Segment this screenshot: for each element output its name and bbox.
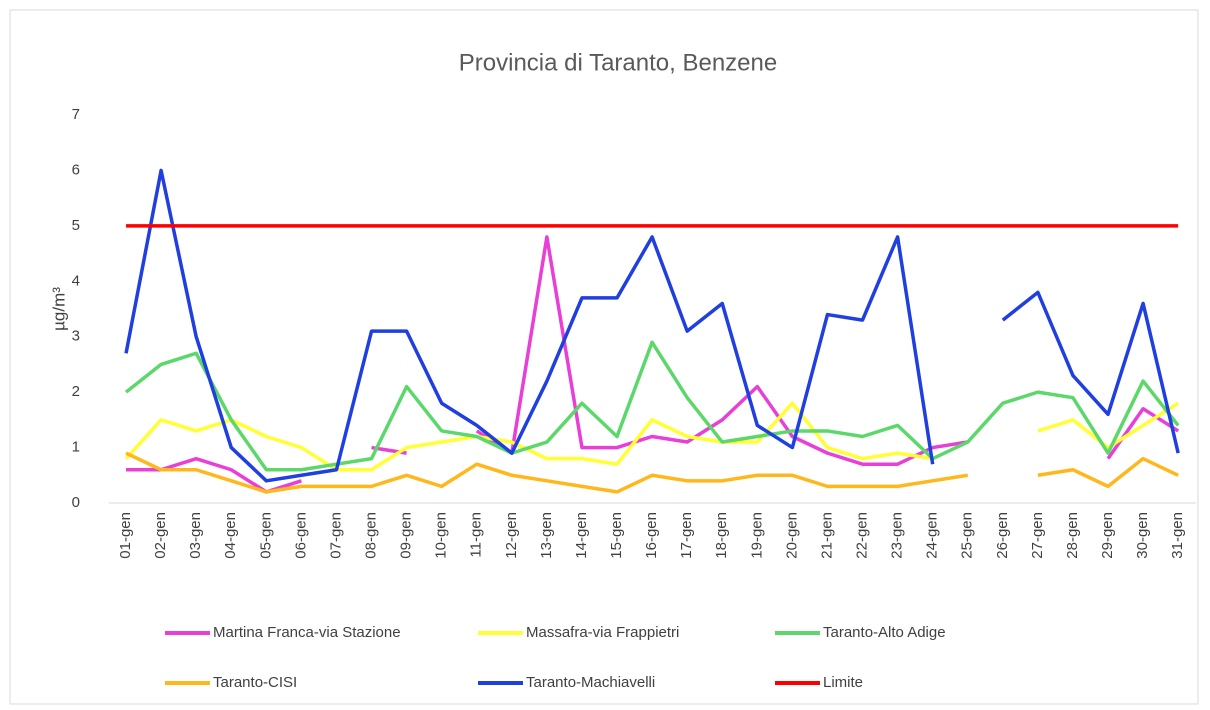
x-tick-label: 08-gen <box>363 512 380 559</box>
y-tick-label: 4 <box>72 272 80 289</box>
legend-label: Taranto-Machiavelli <box>526 674 655 691</box>
x-tick-label: 05-gen <box>257 512 274 559</box>
x-tick-label: 13-gen <box>538 512 555 559</box>
x-tick-label: 11-gen <box>468 512 485 558</box>
x-tick-label: 28-gen <box>1064 512 1081 559</box>
x-tick-label: 09-gen <box>398 512 415 559</box>
legend-label: Taranto-CISI <box>213 674 297 691</box>
x-tick-label: 10-gen <box>433 512 450 559</box>
y-axis-label: µg/m³ <box>49 287 68 331</box>
series-line <box>124 401 1180 472</box>
series-line <box>126 235 1180 494</box>
x-tick-label: 03-gen <box>187 512 204 559</box>
legend-label: Martina Franca-via Stazione <box>213 624 401 641</box>
chart-title: Provincia di Taranto, Benzene <box>459 49 777 76</box>
x-tick-label: 17-gen <box>678 512 695 559</box>
x-tick-label: 19-gen <box>748 512 765 559</box>
y-tick-label: 7 <box>72 106 80 123</box>
x-tick-label: 04-gen <box>222 512 239 559</box>
chart-border <box>9 9 1199 705</box>
y-tick-label: 1 <box>72 439 80 456</box>
x-tick-label: 15-gen <box>608 512 625 559</box>
y-tick-label: 3 <box>72 328 80 345</box>
x-tick-label: 01-gen <box>117 512 134 559</box>
x-tick-label: 27-gen <box>1029 512 1046 559</box>
x-tick-label: 18-gen <box>713 512 730 559</box>
series-line <box>124 340 1180 472</box>
x-tick-label: 26-gen <box>994 512 1011 559</box>
x-tick-label: 06-gen <box>292 512 309 559</box>
x-tick-label: 23-gen <box>889 512 906 559</box>
x-tick-label: 07-gen <box>327 512 344 559</box>
legend-label: Limite <box>823 674 863 691</box>
x-tick-label: 29-gen <box>1099 512 1116 559</box>
x-tick-label: 31-gen <box>1169 512 1186 559</box>
x-tick-label: 25-gen <box>959 512 976 559</box>
x-tick-label: 21-gen <box>818 512 835 559</box>
x-tick-label: 14-gen <box>573 512 590 559</box>
legend-label: Taranto-Alto Adige <box>823 624 946 641</box>
series-line <box>124 168 1180 483</box>
y-tick-label: 2 <box>72 383 80 400</box>
legend-label: Massafra-via Frappietri <box>526 624 679 641</box>
y-tick-label: 0 <box>72 494 80 511</box>
x-tick-label: 22-gen <box>853 512 870 559</box>
y-tick-label: 6 <box>72 161 80 178</box>
x-tick-label: 24-gen <box>924 512 941 559</box>
x-tick-label: 12-gen <box>503 512 520 559</box>
series-line <box>125 451 1179 494</box>
y-tick-label: 5 <box>72 217 80 234</box>
x-tick-label: 30-gen <box>1134 512 1151 559</box>
x-tick-label: 20-gen <box>783 512 800 559</box>
x-tick-label: 16-gen <box>643 512 660 559</box>
x-tick-label: 02-gen <box>152 512 169 559</box>
